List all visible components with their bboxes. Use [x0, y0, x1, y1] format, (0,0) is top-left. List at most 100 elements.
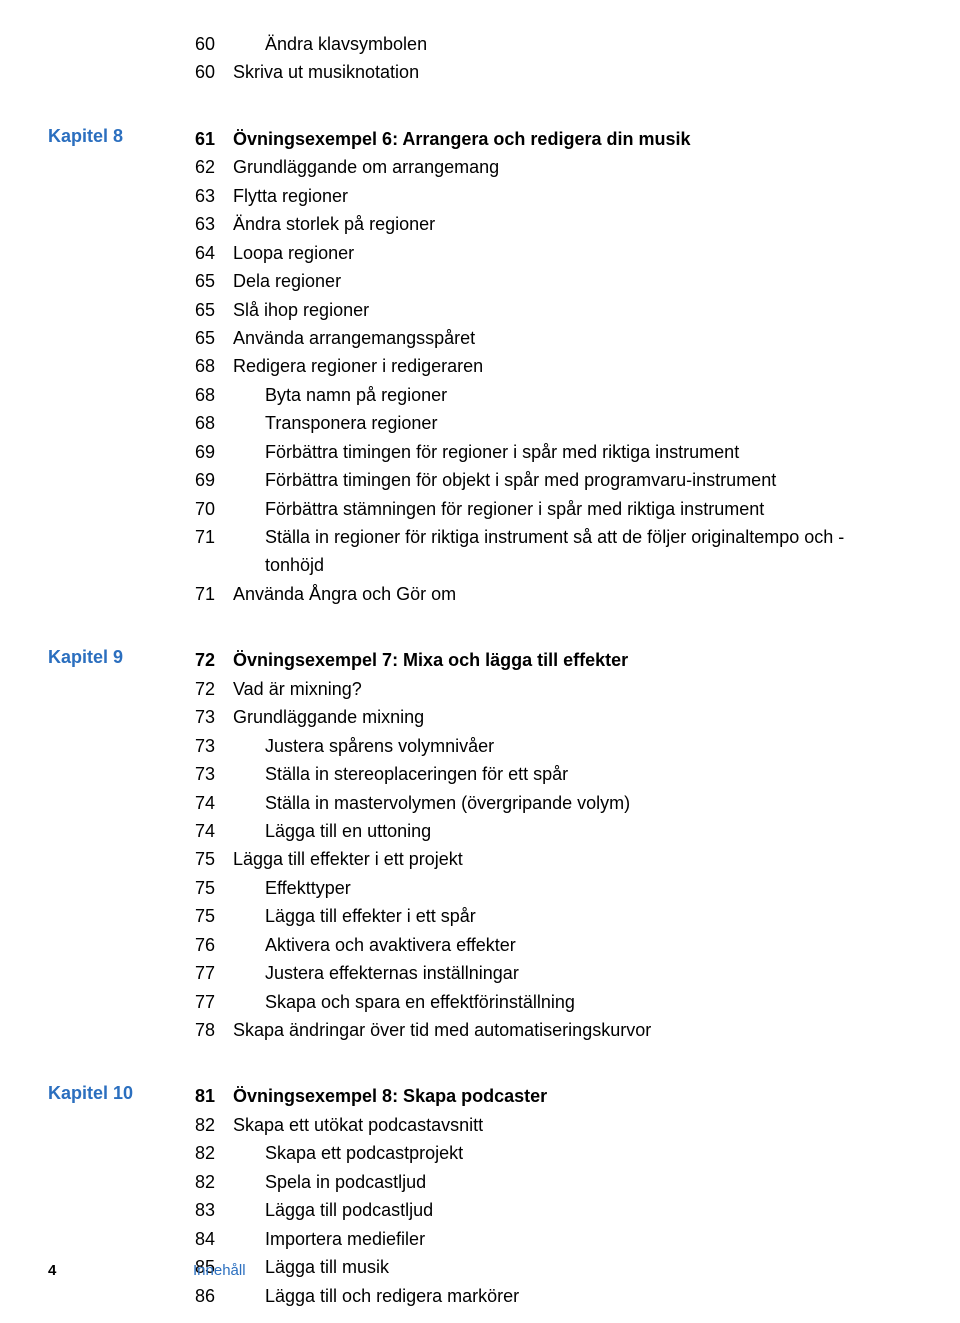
page-footer: 4 Innehåll: [48, 1262, 246, 1279]
toc-entry[interactable]: 81Övningsexempel 8: Skapa podcaster: [193, 1082, 870, 1110]
toc-page: 60Ändra klavsymbolen60Skriva ut musiknot…: [0, 0, 960, 1310]
toc-entry[interactable]: 82Skapa ett utökat podcastavsnitt: [193, 1111, 870, 1139]
toc-entry-title: Skapa ändringar över tid med automatiser…: [233, 1016, 870, 1044]
toc-page-number: 72: [193, 675, 233, 703]
toc-entry-title: Använda arrangemangsspåret: [233, 324, 870, 352]
toc-entry[interactable]: 68Redigera regioner i redigeraren: [193, 352, 870, 380]
toc-entry-title: Lägga till och redigera markörer: [233, 1282, 870, 1310]
toc-page-number: 62: [193, 153, 233, 181]
toc-page-number: 68: [193, 352, 233, 380]
toc-section: Kapitel 861Övningsexempel 6: Arrangera o…: [48, 125, 870, 608]
toc-entry[interactable]: 69Förbättra timingen för objekt i spår m…: [193, 466, 870, 494]
toc-entry[interactable]: 65Använda arrangemangsspåret: [193, 324, 870, 352]
toc-entry[interactable]: 83Lägga till podcastljud: [193, 1196, 870, 1224]
toc-entry-title: Flytta regioner: [233, 182, 870, 210]
entries-column: 60Ändra klavsymbolen60Skriva ut musiknot…: [193, 30, 870, 87]
toc-entry[interactable]: 72Vad är mixning?: [193, 675, 870, 703]
toc-page-number: 65: [193, 267, 233, 295]
toc-page-number: 73: [193, 760, 233, 788]
toc-entry[interactable]: 65Dela regioner: [193, 267, 870, 295]
toc-entry[interactable]: 64Loopa regioner: [193, 239, 870, 267]
toc-entry[interactable]: 85Lägga till musik: [193, 1253, 870, 1281]
toc-entry[interactable]: 82Skapa ett podcastprojekt: [193, 1139, 870, 1167]
footer-section-label: Innehåll: [193, 1262, 246, 1279]
toc-page-number: 65: [193, 296, 233, 324]
toc-entry-title: Ställa in mastervolymen (övergripande vo…: [233, 789, 870, 817]
toc-section: Kapitel 972Övningsexempel 7: Mixa och lä…: [48, 646, 870, 1044]
toc-entry[interactable]: 74Lägga till en uttoning: [193, 817, 870, 845]
toc-entry-title: Transponera regioner: [233, 409, 870, 437]
toc-entry-title: Förbättra timingen för objekt i spår med…: [233, 466, 870, 494]
toc-entry-title: Övningsexempel 7: Mixa och lägga till ef…: [233, 646, 870, 674]
toc-entry-title: Skapa och spara en effektförinställning: [233, 988, 870, 1016]
toc-page-number: 71: [193, 580, 233, 608]
chapter-column: Kapitel 8: [48, 125, 193, 608]
toc-page-number: 73: [193, 732, 233, 760]
chapter-label[interactable]: Kapitel 9: [48, 647, 193, 668]
toc-entry-title: Skapa ett podcastprojekt: [233, 1139, 870, 1167]
toc-entry[interactable]: 63Flytta regioner: [193, 182, 870, 210]
toc-entry[interactable]: 65Slå ihop regioner: [193, 296, 870, 324]
toc-entry[interactable]: 75Lägga till effekter i ett spår: [193, 902, 870, 930]
toc-entry-title: Grundläggande mixning: [233, 703, 870, 731]
toc-entry[interactable]: 71Ställa in regioner för riktiga instrum…: [193, 523, 870, 580]
toc-entry[interactable]: 63Ändra storlek på regioner: [193, 210, 870, 238]
toc-entry[interactable]: 69Förbättra timingen för regioner i spår…: [193, 438, 870, 466]
toc-page-number: 74: [193, 817, 233, 845]
toc-page-number: 64: [193, 239, 233, 267]
toc-entry[interactable]: 60Skriva ut musiknotation: [193, 58, 870, 86]
toc-entry-title: Slå ihop regioner: [233, 296, 870, 324]
toc-entry[interactable]: 62Grundläggande om arrangemang: [193, 153, 870, 181]
toc-entry-title: Importera mediefiler: [233, 1225, 870, 1253]
toc-entry[interactable]: 76Aktivera och avaktivera effekter: [193, 931, 870, 959]
chapter-label[interactable]: Kapitel 10: [48, 1083, 193, 1104]
toc-entry-title: Vad är mixning?: [233, 675, 870, 703]
toc-entry[interactable]: 86Lägga till och redigera markörer: [193, 1282, 870, 1310]
toc-entry[interactable]: 73Grundläggande mixning: [193, 703, 870, 731]
footer-page-number: 4: [48, 1262, 193, 1279]
toc-entry-title: Övningsexempel 6: Arrangera och redigera…: [233, 125, 870, 153]
toc-entry-title: Skapa ett utökat podcastavsnitt: [233, 1111, 870, 1139]
toc-entry-title: Ändra klavsymbolen: [233, 30, 870, 58]
toc-entry[interactable]: 74Ställa in mastervolymen (övergripande …: [193, 789, 870, 817]
toc-section: 60Ändra klavsymbolen60Skriva ut musiknot…: [48, 30, 870, 87]
toc-page-number: 71: [193, 523, 233, 580]
toc-entry-title: Skriva ut musiknotation: [233, 58, 870, 86]
toc-entry-title: Byta namn på regioner: [233, 381, 870, 409]
toc-entry[interactable]: 78Skapa ändringar över tid med automatis…: [193, 1016, 870, 1044]
toc-entry[interactable]: 77Skapa och spara en effektförinställnin…: [193, 988, 870, 1016]
toc-entry[interactable]: 75Effekttyper: [193, 874, 870, 902]
toc-entry-title: Lägga till effekter i ett spår: [233, 902, 870, 930]
toc-entry[interactable]: 72Övningsexempel 7: Mixa och lägga till …: [193, 646, 870, 674]
toc-entry-title: Effekttyper: [233, 874, 870, 902]
toc-entry[interactable]: 82Spela in podcastljud: [193, 1168, 870, 1196]
toc-page-number: 73: [193, 703, 233, 731]
toc-entry[interactable]: 77Justera effekternas inställningar: [193, 959, 870, 987]
toc-entry[interactable]: 75Lägga till effekter i ett projekt: [193, 845, 870, 873]
toc-entry-title: Ställa in regioner för riktiga instrumen…: [233, 523, 870, 580]
toc-page-number: 82: [193, 1139, 233, 1167]
toc-entry-title: Loopa regioner: [233, 239, 870, 267]
toc-entry-title: Lägga till en uttoning: [233, 817, 870, 845]
toc-entry-title: Ställa in stereoplaceringen för ett spår: [233, 760, 870, 788]
toc-page-number: 60: [193, 58, 233, 86]
toc-page-number: 61: [193, 125, 233, 153]
toc-entry[interactable]: 68Transponera regioner: [193, 409, 870, 437]
toc-page-number: 68: [193, 381, 233, 409]
toc-entry[interactable]: 70Förbättra stämningen för regioner i sp…: [193, 495, 870, 523]
chapter-label[interactable]: Kapitel 8: [48, 126, 193, 147]
toc-entry-title: Redigera regioner i redigeraren: [233, 352, 870, 380]
toc-entry[interactable]: 60Ändra klavsymbolen: [193, 30, 870, 58]
toc-entry[interactable]: 68Byta namn på regioner: [193, 381, 870, 409]
toc-entry-title: Ändra storlek på regioner: [233, 210, 870, 238]
toc-entry[interactable]: 71Använda Ångra och Gör om: [193, 580, 870, 608]
toc-entry[interactable]: 73Ställa in stereoplaceringen för ett sp…: [193, 760, 870, 788]
toc-entry-title: Lägga till effekter i ett projekt: [233, 845, 870, 873]
toc-page-number: 75: [193, 845, 233, 873]
toc-page-number: 86: [193, 1282, 233, 1310]
toc-page-number: 78: [193, 1016, 233, 1044]
toc-entry[interactable]: 84Importera mediefiler: [193, 1225, 870, 1253]
toc-page-number: 74: [193, 789, 233, 817]
toc-entry[interactable]: 73Justera spårens volymnivåer: [193, 732, 870, 760]
toc-entry[interactable]: 61Övningsexempel 6: Arrangera och redige…: [193, 125, 870, 153]
